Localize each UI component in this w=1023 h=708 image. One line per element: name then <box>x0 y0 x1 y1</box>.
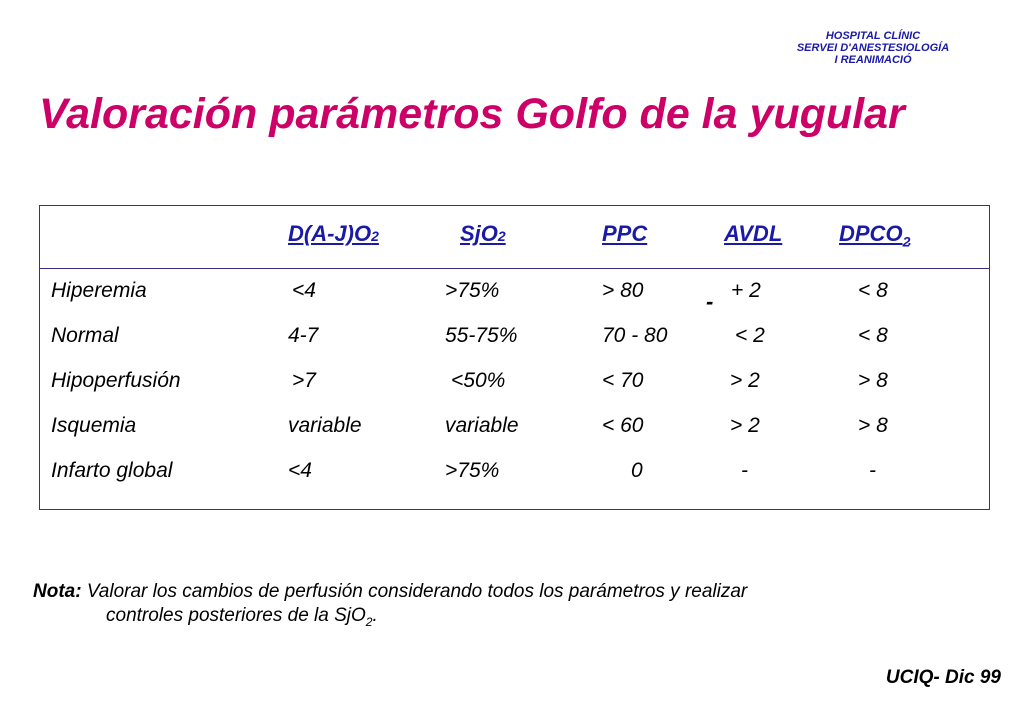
cell-isquemia-dpco2: > 8 <box>858 414 888 437</box>
cell-hipoperfusion-ppc: < 70 <box>602 369 644 392</box>
row-label-normal: Normal <box>51 324 119 347</box>
cell-normal-ppc: 70 - 80 <box>602 324 668 347</box>
footer-date: UCIQ- Dic 99 <box>885 667 1001 688</box>
organization-header: HOSPITAL CLÍNIC SERVEI D'ANESTESIOLOGÍA … <box>743 30 1003 66</box>
cell-infarto-dpco2: - <box>869 459 876 482</box>
cell-hipoperfusion-dpco2: > 8 <box>858 369 888 392</box>
row-label-infarto-global: Infarto global <box>51 459 173 482</box>
header-sjo2: SjO2 <box>460 221 506 246</box>
cell-hiperemia-ppc: > 80 <box>602 279 644 302</box>
cell-infarto-sjo2: >75% <box>445 459 500 482</box>
page-title: Valoración parámetros Golfo de la yugula… <box>39 90 905 138</box>
cell-hipoperfusion-daj: >7 <box>292 369 316 392</box>
cell-hiperemia-daj: <4 <box>292 279 316 302</box>
cell-hiperemia-avdl: + 2 <box>731 279 761 302</box>
header-ppc: PPC <box>602 221 648 246</box>
parameters-table: D(A-J)O2 SjO2 PPC AVDL DPCO2 - Hiperemia… <box>39 205 990 510</box>
cell-normal-daj: 4-7 <box>288 324 319 347</box>
cell-isquemia-ppc: < 60 <box>602 414 644 437</box>
cell-infarto-ppc: 0 <box>631 459 643 482</box>
note-label: Nota: <box>33 581 82 602</box>
cell-isquemia-sjo2: variable <box>445 414 519 437</box>
cell-isquemia-daj: variable <box>288 414 362 437</box>
note-text-line-2: controles posteriores de la SjO2. <box>106 605 378 629</box>
cell-normal-sjo2: 55-75% <box>445 324 518 347</box>
stray-mark: - <box>706 289 714 314</box>
header-daj-o2: D(A-J)O2 <box>288 221 379 246</box>
cell-hipoperfusion-avdl: > 2 <box>730 369 760 392</box>
header-avdl: AVDL <box>724 221 783 246</box>
header-dpco2: DPCO2 <box>839 221 911 250</box>
cell-hiperemia-dpco2: < 8 <box>858 279 888 302</box>
header-divider <box>40 268 989 269</box>
row-label-hipoperfusion: Hipoperfusión <box>51 369 181 392</box>
footnote: Nota: Valorar los cambios de perfusión c… <box>33 580 993 634</box>
cell-hiperemia-sjo2: >75% <box>445 279 500 302</box>
cell-isquemia-avdl: > 2 <box>730 414 760 437</box>
org-line-2: SERVEI D'ANESTESIOLOGÍA <box>796 42 950 54</box>
org-line-3: I REANIMACIÓ <box>834 54 912 66</box>
cell-infarto-avdl: - <box>741 459 748 482</box>
org-line-1: HOSPITAL CLÍNIC <box>825 30 921 42</box>
cell-infarto-daj: <4 <box>288 459 312 482</box>
cell-hipoperfusion-sjo2: <50% <box>451 369 506 392</box>
cell-normal-avdl: < 2 <box>735 324 765 347</box>
cell-normal-dpco2: < 8 <box>858 324 888 347</box>
note-text-line-1: Valorar los cambios de perfusión conside… <box>81 581 748 602</box>
row-label-hiperemia: Hiperemia <box>51 279 147 302</box>
row-label-isquemia: Isquemia <box>51 414 137 437</box>
